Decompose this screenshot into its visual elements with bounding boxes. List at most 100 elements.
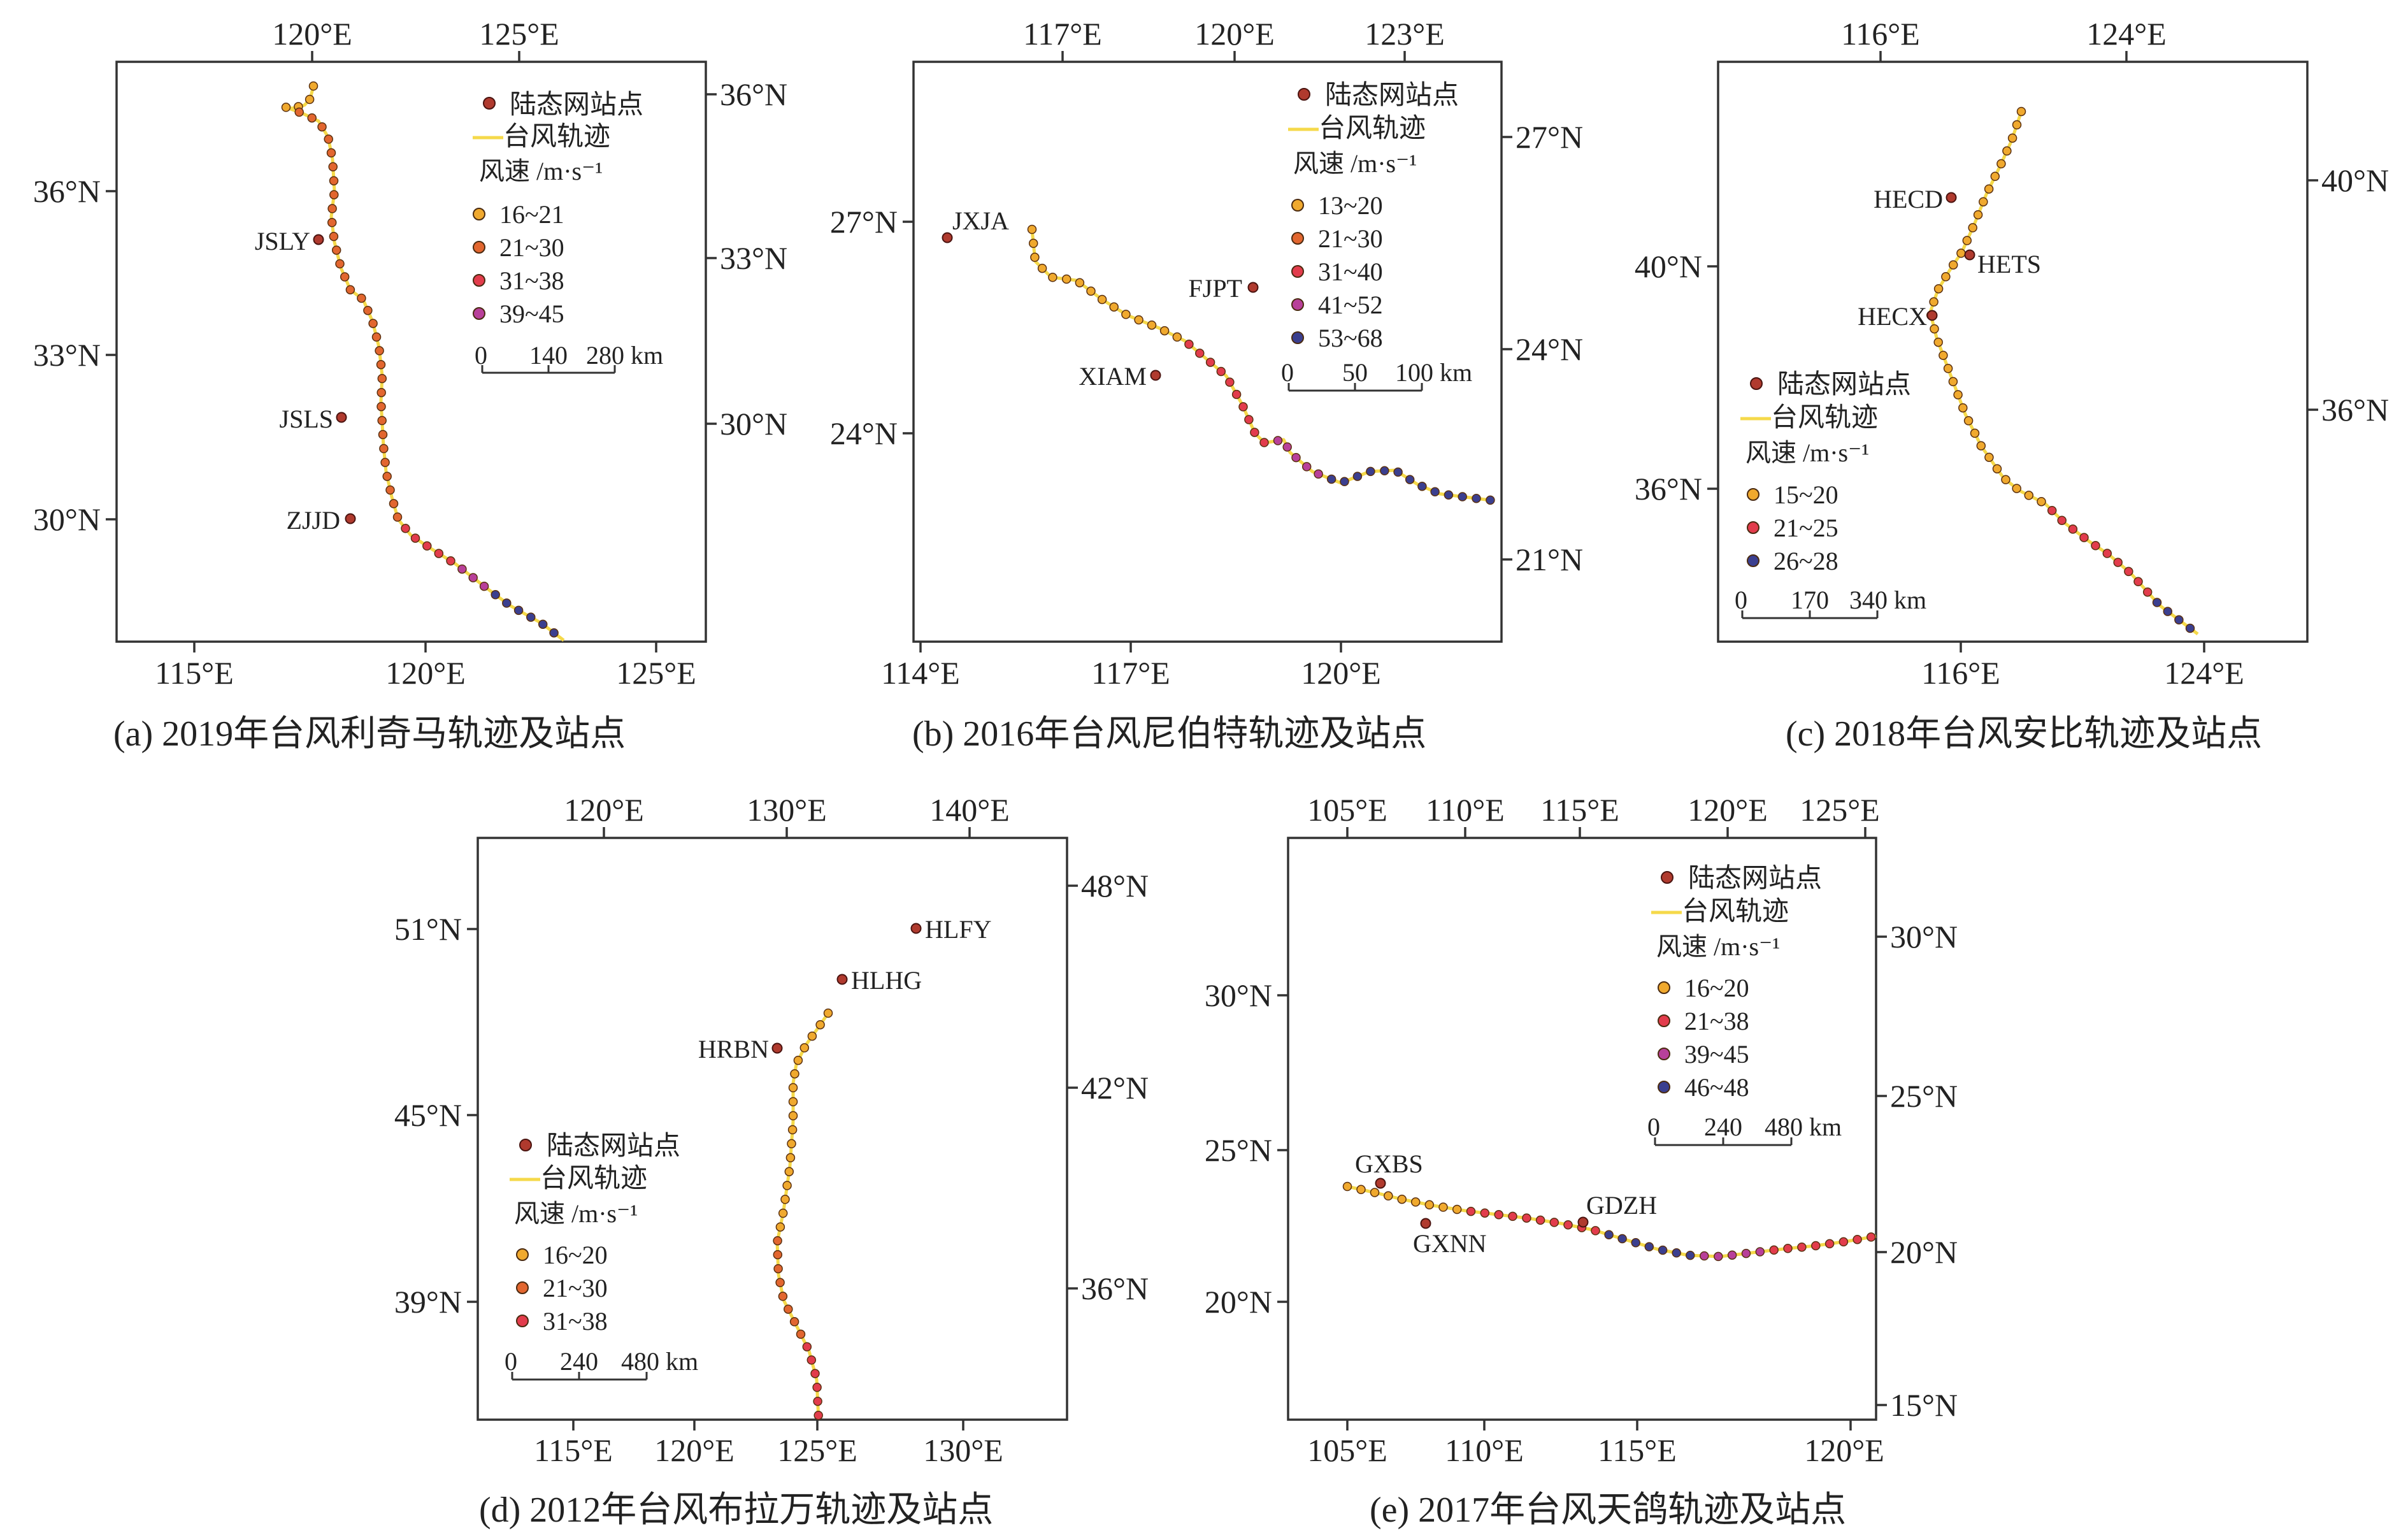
track-observation-point [1535,1215,1545,1225]
legend-speed-label: 16~21 [499,200,564,229]
track-observation-point [307,113,317,123]
left-tick-label: 30°N [33,501,101,537]
map-legend: 陆态网站点 台风轨迹 风速 /m·s⁻¹ 16~20 21~38 39~45 46~4… [1647,864,1842,1146]
track-observation-point [1838,1237,1849,1247]
track-observation-point [2102,549,2112,558]
scale-bar-label: 480 km [1765,1113,1842,1141]
scale-bar-label: 50 [1342,358,1368,387]
track-observation-point [1644,1242,1654,1251]
track-observation-point [2037,496,2046,507]
scale-bar-label: 0 [1735,586,1747,614]
track-observation-point [305,94,315,104]
station-label: XIAM [1079,362,1147,391]
track-observation-point [446,556,455,566]
track-observation-point [1444,490,1454,500]
legend-track-label: 台风轨迹 [1319,114,1426,143]
track-observation-point [1929,297,1939,307]
legend-speed-label: 16~20 [543,1241,608,1269]
track-observation-point [1250,428,1259,437]
left-tick-label: 36°N [33,173,101,209]
right-tick-label: 33°N [720,240,787,276]
track-observation-point [1976,441,1986,450]
track-observation-point [326,148,336,158]
track-observation-point [385,485,395,495]
legend-speed-title: 风速 /m·s⁻¹ [479,157,603,185]
track-observation-point [371,332,382,342]
track-observation-point [1933,337,1943,347]
track-observation-point [327,218,337,227]
track-observation-point [2012,120,2022,130]
panel-caption: (c) 2018年台风安比轨迹及站点 [1786,714,2262,754]
track-observation-point [2024,491,2034,500]
station-marker-hecd [1946,192,1957,203]
track-observation-point [380,458,390,468]
left-tick-label: 40°N [1635,249,1702,284]
track-observation-point [1121,310,1131,319]
right-tick-label: 36°N [720,76,787,112]
track-observation-point [1963,416,1974,426]
map-frame [912,61,1503,643]
left-tick-label: 45°N [394,1097,462,1133]
track-observation-point [782,1181,792,1190]
track-observation-point [1783,1244,1793,1253]
bottom-tick-label: 124°E [2164,655,2244,691]
right-tick-label: 25°N [1890,1078,1958,1114]
bottom-tick-label: 125°E [616,655,696,691]
track-observation-point [502,598,512,608]
top-tick-label: 110°E [1426,792,1505,828]
track-observation-point [1466,1206,1476,1216]
legend-speed-swatch [473,307,485,320]
track-observation-point [1930,324,1939,334]
top-tick-label: 116°E [1841,16,1920,52]
track-observation-point [1048,273,1057,282]
track-observation-point [513,605,524,616]
track-observation-point [1397,1194,1407,1204]
track-observation-point [1366,466,1375,477]
track-observation-point [775,1222,785,1232]
map-legend: 陆态网站点 台风轨迹 风速 /m·s⁻¹ 16~20 21~30 31~38 0 2… [505,1132,698,1381]
bottom-tick-label: 105°E [1307,1432,1387,1468]
track-observation-point [1225,377,1235,387]
top-tick-label: 120°E [1688,792,1768,828]
station-label: HLHG [851,966,922,995]
left-tick-label: 39°N [394,1284,462,1320]
legend-speed-label: 26~28 [1774,547,1838,575]
track-observation-point [780,1195,790,1204]
track-observation-point [789,1317,799,1327]
legend-speed-label: 46~48 [1684,1073,1749,1102]
track-observation-point [389,499,399,508]
station-label: JSLY [255,227,310,256]
legend-speed-swatch [1747,554,1759,567]
legend-track-label: 台风轨迹 [1682,897,1789,926]
legend-station-symbol [483,97,496,110]
track-observation-point [1948,377,1958,387]
top-tick-label: 105°E [1307,792,1387,828]
track-observation-point [1672,1248,1681,1258]
track-observation-point [1075,278,1085,287]
left-tick-label: 36°N [1635,471,1702,507]
track-observation-point [379,443,389,454]
track-observation-point [1424,1200,1435,1210]
legend-speed-label: 31~38 [499,266,564,295]
legend-speed-swatch [473,241,485,254]
bottom-tick-label: 110°E [1445,1432,1524,1468]
scale-bar-label: 280 km [586,341,663,370]
right-tick-label: 30°N [720,406,787,442]
station-marker-hrbn [771,1042,783,1054]
station-marker-xiam [1150,370,1161,381]
scale-bar-label: 0 [1647,1113,1660,1141]
track-observation-point [1086,286,1096,296]
scale-bar-label: 480 km [621,1347,698,1376]
track-observation-point [796,1329,806,1339]
track-observation-point [1866,1232,1876,1242]
track-observation-point [1956,249,1966,258]
station-label: GDZH [1586,1191,1657,1220]
legend-speed-label: 39~45 [499,299,564,328]
track-observation-point [1384,1191,1393,1201]
legend-speed-swatch [1658,1014,1670,1027]
top-tick-label: 120°E [564,792,644,828]
right-tick-label: 48°N [1081,868,1149,904]
track-observation-point [1216,366,1226,377]
track-observation-point [1291,452,1301,463]
track-observation-point [807,1031,817,1041]
